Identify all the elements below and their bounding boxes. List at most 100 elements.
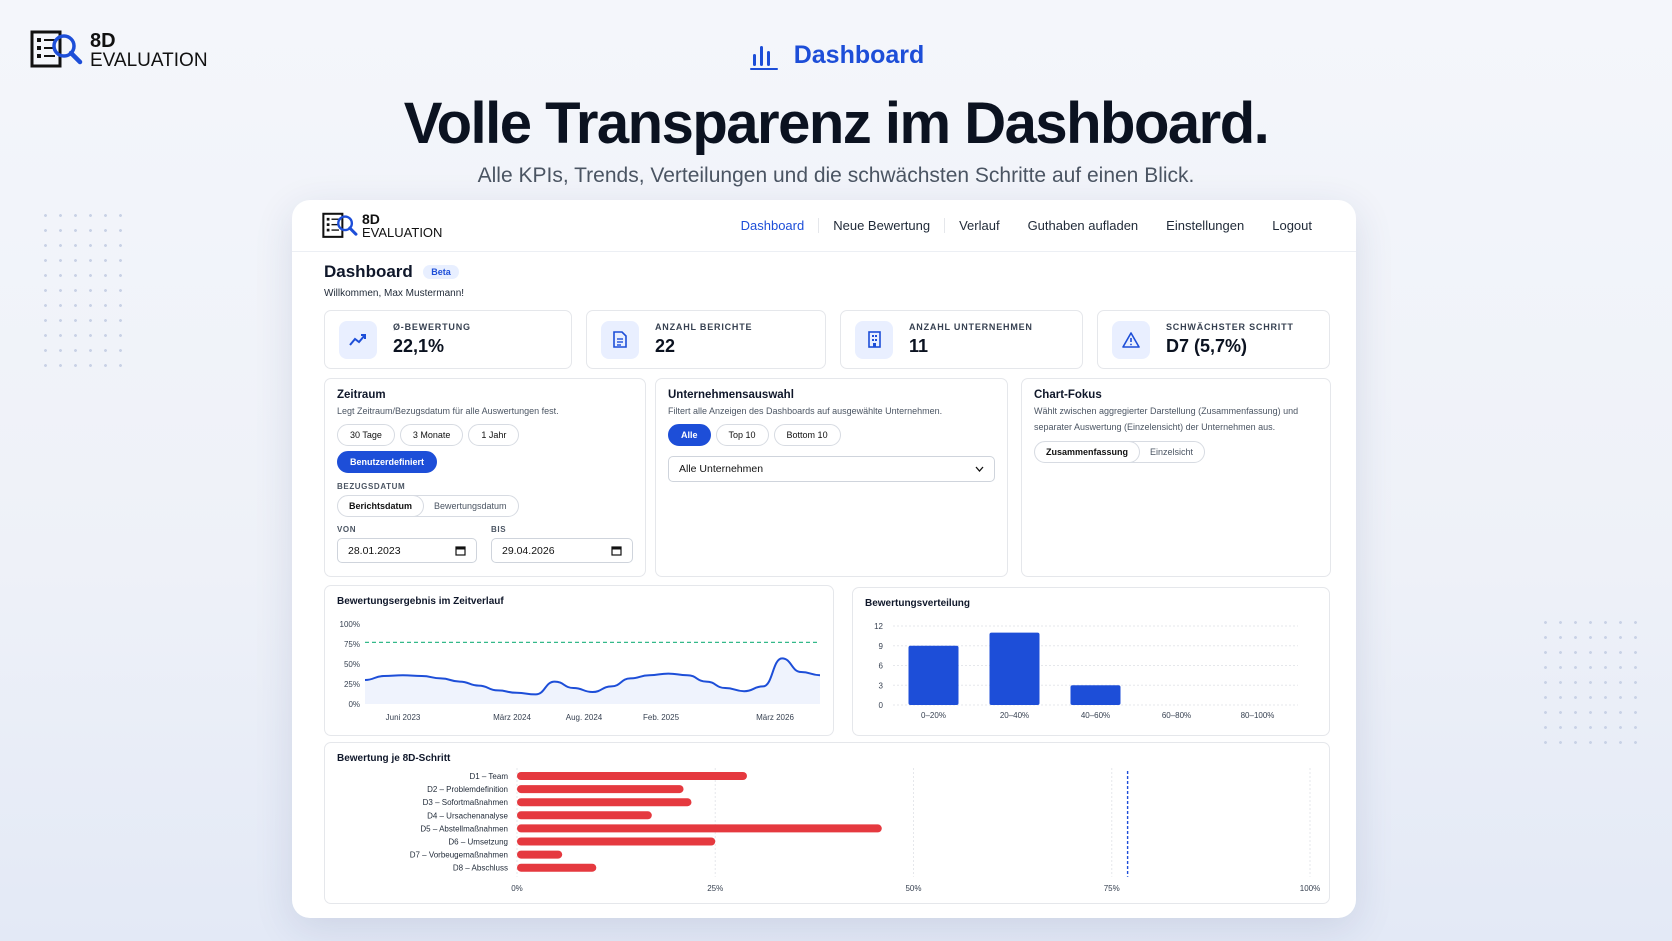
y-tick-label: 75% [344,640,360,649]
bar [517,811,652,820]
von-date-input[interactable]: 28.01.2023 [337,538,477,563]
y-tick-label: 50% [344,660,360,669]
zeitraum-panel: Zeitraum Legt Zeitraum/Bezugsdatum für a… [324,378,646,577]
chart-title: Bewertungsverteilung [865,598,970,609]
logo-icon [30,30,83,68]
company-select-value: Alle Unternehmen [679,463,764,475]
line-area [365,658,820,704]
line-chart: Bewertungsergebnis im Zeitverlauf 100% 75%… [337,596,821,722]
panel-title: Unternehmensauswahl [668,389,794,401]
hero-subtitle: Alle KPIs, Trends, Verteilungen und die … [477,164,1195,187]
y-tick-label: D7 – Vorbeugemaßnahmen [410,851,508,860]
x-tick-label: Juni 2023 [386,713,421,722]
chart-title: Bewertungsergebnis im Zeitverlauf [337,596,504,607]
filter-alle[interactable]: Alle [668,424,711,446]
y-tick-label: D3 – Sofortmaßnahmen [423,798,508,807]
x-tick-label: März 2024 [493,713,531,722]
fokus-zusammenfassung[interactable]: Zusammenfassung [1035,442,1140,462]
nav-logout[interactable]: Logout [1272,218,1312,233]
panel-title: Chart-Fokus [1034,389,1102,401]
panel-description: Legt Zeitraum/Bezugsdatum für alle Auswe… [337,406,559,416]
filter-top-10[interactable]: Top 10 [715,424,769,446]
bezugsdatum-toggle: Berichtsdatum Bewertungsdatum [337,495,519,517]
bar [517,772,747,780]
y-tick-label: D6 – Umsetzung [448,838,508,847]
x-tick-label: 20–40% [1000,711,1029,720]
bar [517,798,692,807]
panel-title: Zeitraum [337,389,386,401]
range-custom[interactable]: Benutzerdefiniert [337,451,438,473]
trend-up-icon [339,320,377,359]
bar [517,837,716,846]
y-tick-label: D1 – Team [469,772,508,781]
step-chart-panel: Bewertung je 8D-Schritt 0% 25% 50% 75% 100% D1… [324,742,1330,904]
company-select[interactable]: Alle Unternehmen [668,456,995,482]
kpi-label: Ø-BEWERTUNG [393,322,471,332]
beta-badge: Beta [423,265,459,279]
nav-dashboard[interactable]: Dashboard [740,218,805,233]
nav-einstellungen[interactable]: Einstellungen [1166,218,1245,233]
line-chart-panel: Bewertungsergebnis im Zeitverlauf 100% 75%… [324,585,834,736]
nav-neue-bewertung[interactable]: Neue Bewertung [818,218,944,233]
top-nav: 8D EVALUATION Dashboard Neue Bewertung V… [292,200,1356,252]
chevron-down-icon [975,466,984,472]
kpi-company-count: ANZAHL UNTERNEHMEN 11 [840,310,1083,369]
y-tick-label: D2 – Problemdefinition [427,785,508,794]
warning-icon [1112,320,1150,359]
distribution-chart: Bewertungsverteilung 12 9 6 3 0 0–20% 20–40% 40–… [865,598,1298,720]
bezug-bewertungsdatum[interactable]: Bewertungsdatum [434,501,507,511]
bar-chart-icon [749,46,778,70]
x-tick-label: Feb. 2025 [643,713,680,722]
bezug-berichtsdatum[interactable]: Berichtsdatum [338,496,424,516]
filter-bottom-10[interactable]: Bottom 10 [773,424,841,446]
page-header: Dashboard Beta Willkommen, Max Musterman… [324,262,464,299]
bar [989,632,1040,705]
logo-text: 8D EVALUATION [362,211,443,240]
bis-date-input[interactable]: 29.04.2026 [491,538,633,563]
calendar-icon [611,546,622,556]
bis-label: BIS [491,525,507,534]
y-tick-label: 100% [340,620,360,629]
logo-text: 8D EVALUATION [90,29,208,71]
kpi-avg-rating: Ø-BEWERTUNG 22,1% [324,310,572,369]
y-tick-label: 9 [879,642,884,651]
step-chart: Bewertung je 8D-Schritt 0% 25% 50% 75% 100% D1… [337,753,1320,893]
nav-guthaben[interactable]: Guthaben aufladen [1027,218,1139,233]
hero-title: Volle Transparenz im Dashboard. [403,91,1270,156]
chart-title: Bewertung je 8D-Schritt [337,753,451,764]
page-title: Dashboard [324,262,413,281]
range-1-year[interactable]: 1 Jahr [468,424,520,446]
bar [517,824,882,833]
kpi-value: D7 (5,7%) [1166,336,1248,356]
y-tick-label: D5 – Abstellmaßnahmen [420,824,508,833]
chart-fokus-panel: Chart-Fokus Wählt zwischen aggregierter … [1021,378,1331,577]
series-line [364,657,821,696]
panel-description: Filtert alle Anzeigen des Dashboards auf… [668,406,943,416]
range-30-days[interactable]: 30 Tage [337,424,395,446]
x-tick-label: 25% [707,884,723,893]
bar [908,645,959,705]
nav-logo[interactable]: 8D EVALUATION [322,211,442,241]
x-tick-label: 80–100% [1241,711,1275,720]
x-tick-label: 40–60% [1081,711,1110,720]
range-3-months[interactable]: 3 Monate [399,424,464,446]
x-tick-label: 0–20% [921,711,946,720]
von-label: VON [337,525,357,534]
brand-logo[interactable]: 8D EVALUATION [30,28,208,72]
dot-grid-right [1538,615,1648,755]
y-tick-label: D4 – Ursachenanalyse [427,811,508,820]
section-badge: Dashboard [0,40,1672,70]
bar [1070,685,1121,705]
nav-verlauf[interactable]: Verlauf [944,218,1013,233]
bar [517,863,597,872]
y-tick-label: 25% [344,680,360,689]
kpi-report-count: ANZAHL BERICHTE 22 [586,310,826,369]
kpi-label: ANZAHL UNTERNEHMEN [909,322,1033,332]
von-value: 28.01.2023 [348,544,401,557]
logo-icon [322,212,358,238]
bar [517,785,684,794]
fokus-toggle: Zusammenfassung Einzelsicht [1034,441,1206,463]
kpi-value: 22,1% [393,336,445,356]
fokus-einzelsicht[interactable]: Einzelsicht [1150,447,1194,457]
x-tick-label: Aug. 2024 [566,713,603,722]
